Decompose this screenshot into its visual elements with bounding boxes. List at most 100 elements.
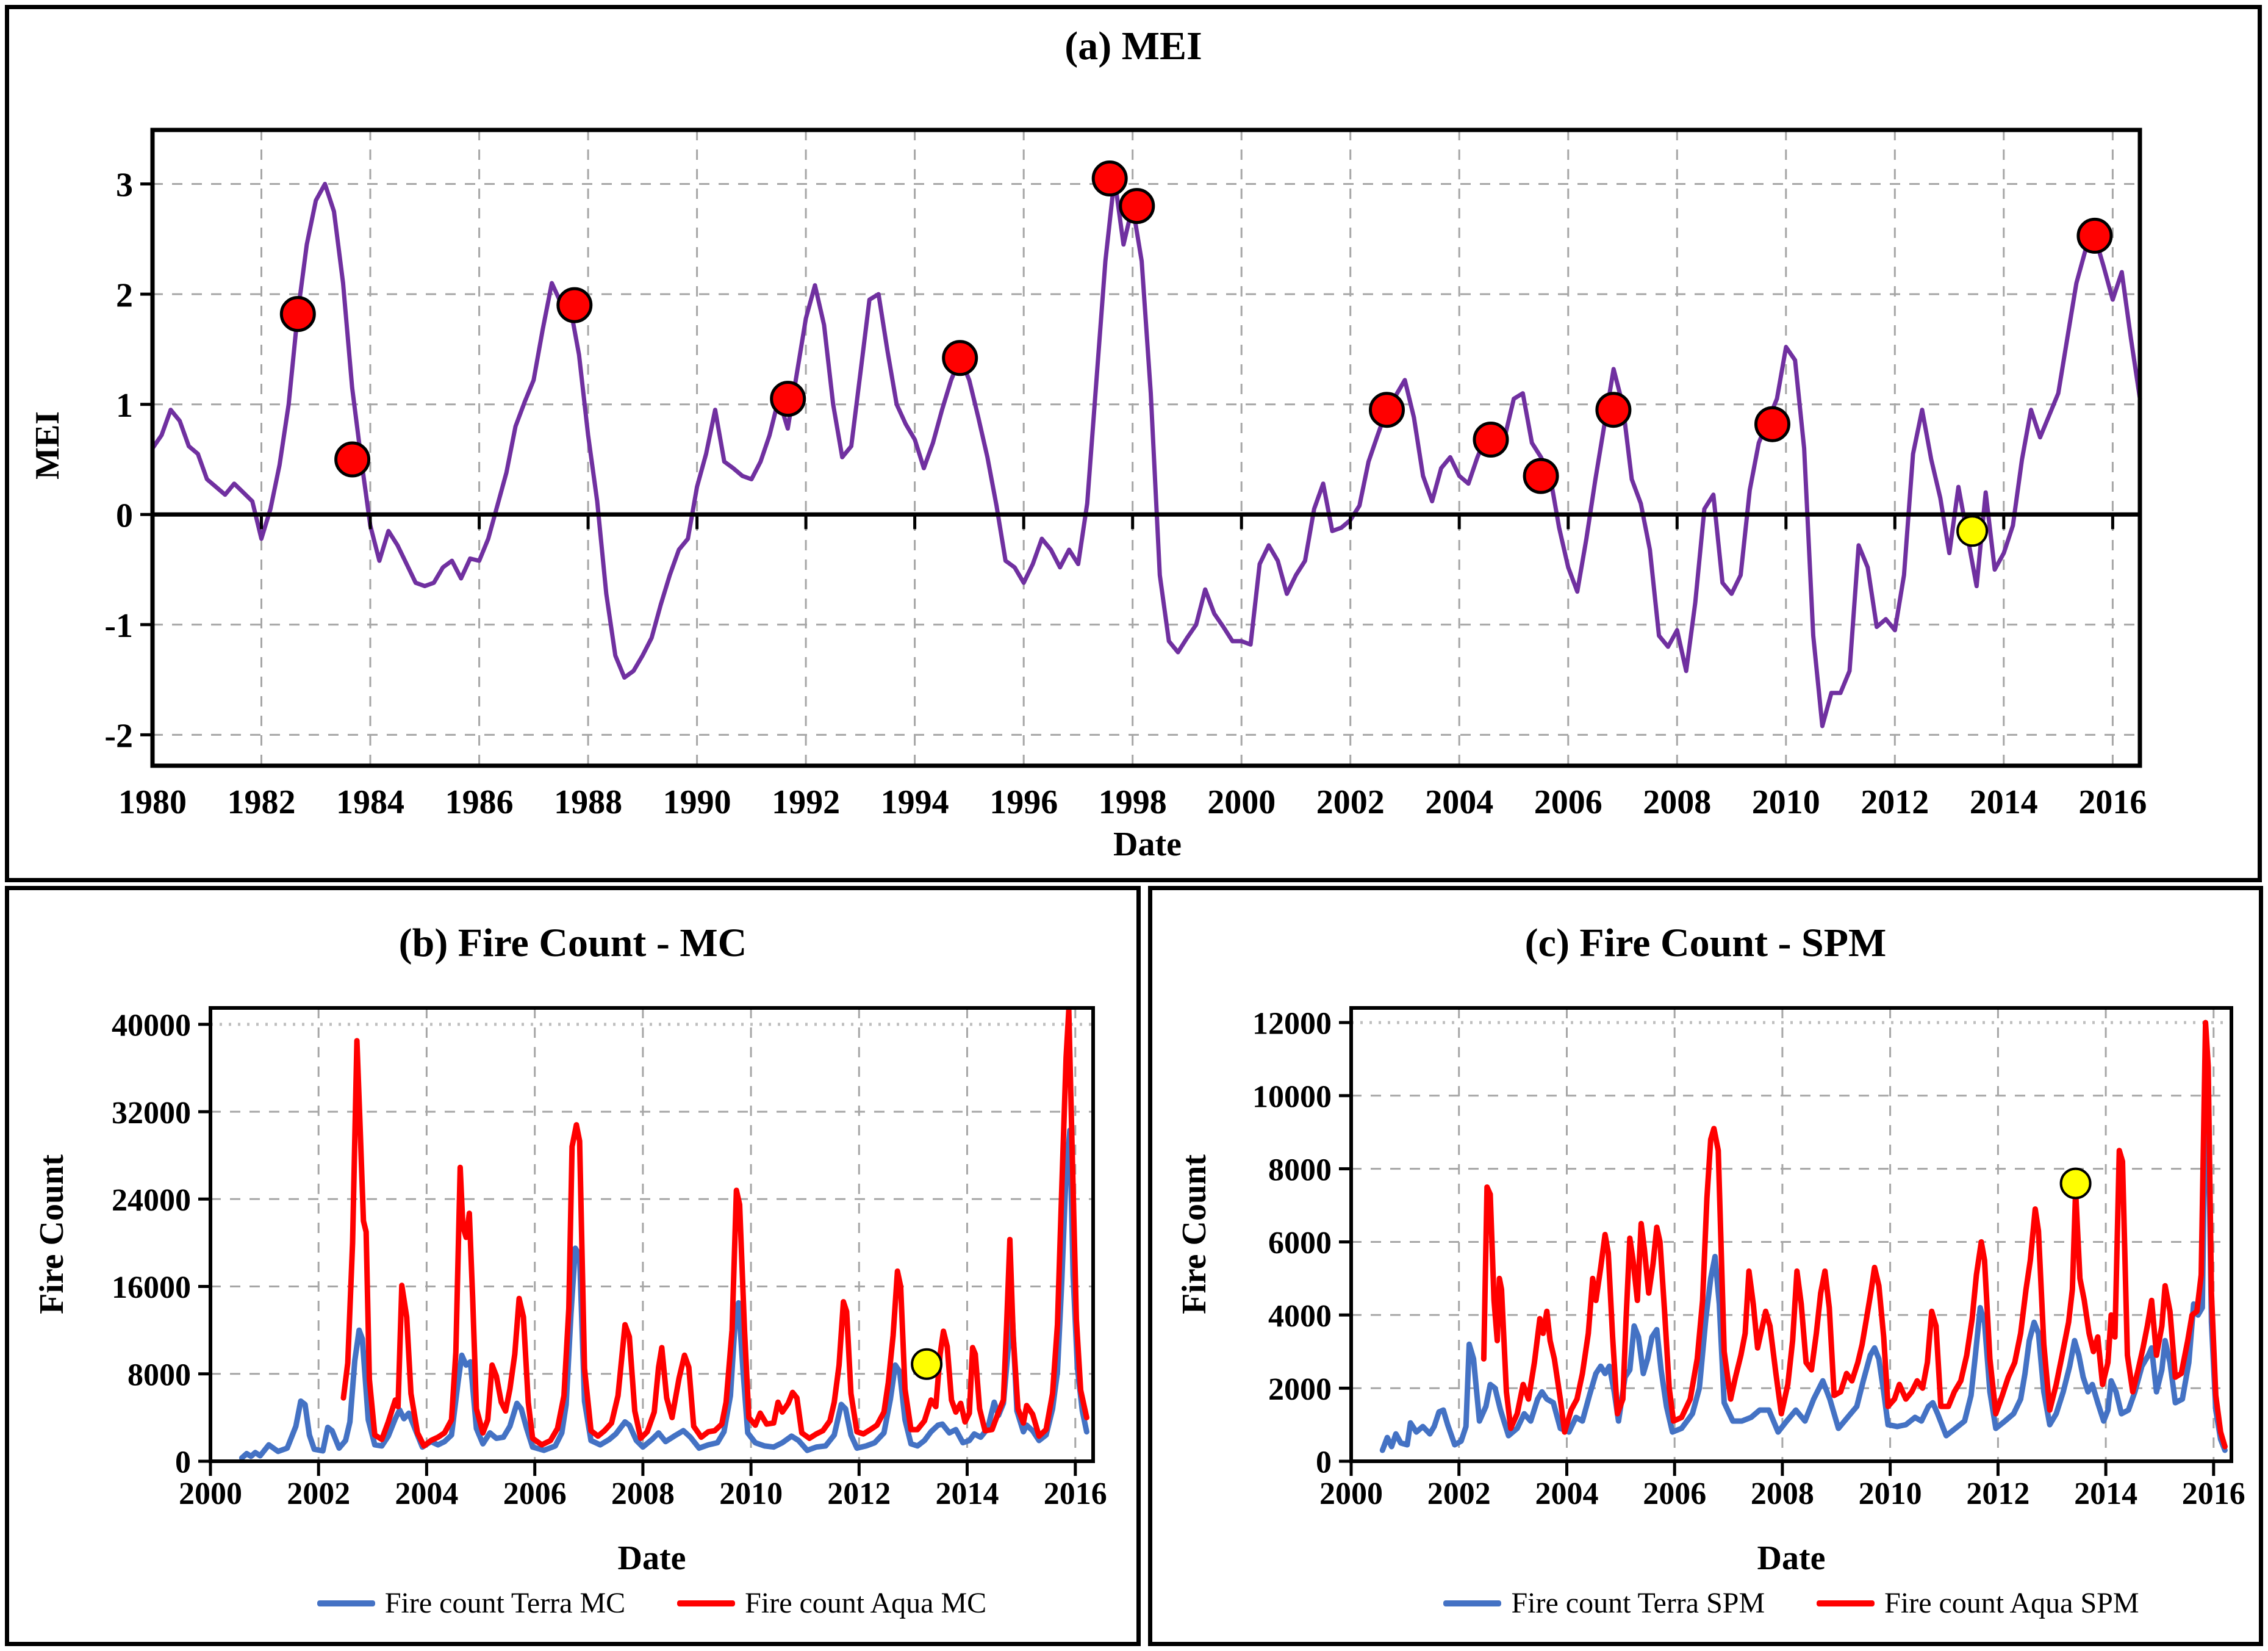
x-tick-label: 2016 [2182,1477,2245,1511]
x-tick-label: 2000 [179,1477,242,1511]
y-tick-label: -2 [104,718,133,755]
mei-x-axis-title: Date [1113,826,1182,863]
x-tick-label: 2004 [1535,1477,1599,1511]
x-tick-label: 1994 [881,783,949,821]
aqua-line-swatch [677,1600,736,1606]
y-axis-ticks [1339,1021,1351,1463]
x-tick-label: 1996 [989,783,1058,821]
x-tick-label: 2012 [1861,783,1929,821]
x-tick-label: 2006 [1643,1477,1706,1511]
x-tick-label: 2004 [395,1477,458,1511]
panel-fire-mc-border [5,886,1141,1646]
x-tick-label: 1982 [228,783,296,821]
x-tick-label: 1990 [663,783,731,821]
mei-chart: 1980 1982 1984 1986 1988 1990 1992 1994 1996 1998… [5,5,2262,882]
y-tick-label: 0 [116,497,133,534]
panel-b-title: (b) Fire Count - MC [398,921,747,965]
legend-item-aqua-mc: Fire count Aqua MC [677,1586,986,1620]
series-line-fire-count-terra-mc [239,1128,1089,1461]
y-tick-label: 16000 [112,1270,191,1305]
x-tick-label: 1984 [336,783,404,821]
x-tick-label: 2000 [1207,783,1276,821]
x-tick-label: 2010 [719,1477,783,1511]
y-tick-label: 2000 [1268,1372,1332,1407]
b-plot-svg: 2000 2002 2004 2006 2008 2010 2012 2014 2016 0 800… [112,1006,1107,1511]
x-tick-label: 1992 [772,783,840,821]
y-tick-label: 12000 [1252,1007,1332,1041]
horizontal-gridlines [153,183,2140,736]
c-plot-svg: 2000 2002 2004 2006 2008 2010 2012 2014 20160200… [1252,1006,2245,1511]
x-tick-label: 1986 [445,783,514,821]
y-tick-label: 0 [175,1445,191,1480]
legend-spm: Fire count Terra SPM Fire count Aqua SPM [1351,1586,2231,1620]
y-tick-label: 32000 [112,1096,191,1131]
vertical-gridlines [260,130,2114,766]
fire-count-spm-chart: 2000 2002 2004 2006 2008 2010 2012 2014 2016 0 200… [1148,886,2263,1646]
x-tick-label: 2006 [1534,783,1602,821]
y-tick-label: 8000 [1268,1153,1332,1187]
horizontal-gridlines [210,1023,1093,1375]
y-tick-label: 6000 [1268,1226,1332,1261]
y-tick-label: 0 [1316,1445,1332,1480]
series-line-fire-count-aqua-spm [1480,1020,2228,1450]
y-tick-label: 10000 [1252,1080,1332,1115]
x-tick-label: 2008 [1643,783,1711,821]
x-axis [1349,1461,2216,1476]
legend-item-aqua-spm: Fire count Aqua SPM [1817,1586,2139,1620]
x-tick-label: 2002 [287,1477,350,1511]
legend-item-terra-spm: Fire count Terra SPM [1443,1586,1765,1620]
y-tick-label: 1 [116,387,133,425]
y-tick-label: 24000 [112,1183,191,1218]
aqua-line-swatch [1817,1600,1875,1606]
x-tick-label: 2014 [936,1477,999,1511]
2013-event-marker [911,1348,943,1380]
x-tick-label: 1988 [554,783,622,821]
x-tick-label: 1980 [118,783,187,821]
x-tick-label: 2000 [1319,1477,1383,1511]
legend-label-aqua-mc: Fire count Aqua MC [745,1587,987,1619]
legend-label-terra-mc: Fire count Terra MC [384,1587,626,1619]
x-tick-label: 2006 [503,1477,567,1511]
fire-spm-y-axis-title: Fire Count [1175,1154,1213,1314]
legend-label-aqua-spm: Fire count Aqua SPM [1884,1587,2139,1619]
panel-mei-border [5,5,2262,882]
vertical-gridlines [317,1008,1077,1461]
x-tick-label: 2008 [1751,1477,1814,1511]
2013-event-marker [1956,515,1989,547]
y-tick-label: 3 [116,167,133,204]
panel-fire-spm-border [1148,886,2263,1646]
mei-y-axis-title: MEI [29,411,66,480]
y-axis-ticks [198,1023,210,1463]
x-tick-label: 2008 [611,1477,675,1511]
series-line-mei [150,176,2142,728]
x-tick-label: 2014 [1970,783,2038,821]
series-line-fire-count-aqua-mc [340,1007,1089,1449]
tick-labels: 2000 2002 2004 2006 2008 2010 2012 2014 2016 0 800… [112,1009,1107,1511]
plot-frame [1349,1006,2233,1463]
x-tick-label: 2014 [2074,1477,2137,1511]
y-tick-label: 40000 [112,1009,191,1043]
panel-a-title: (a) MEI [1064,24,1202,68]
y-tick-label: 8000 [127,1358,191,1393]
fire-spm-x-axis-title: Date [1757,1539,1826,1577]
legend-label-terra-spm: Fire count Terra SPM [1511,1587,1765,1619]
x-tick-label: 2016 [2078,783,2147,821]
fire-mc-y-axis-title: Fire Count [33,1154,71,1314]
fire-mc-x-axis-title: Date [617,1539,686,1577]
x-tick-label: 2016 [1044,1477,1107,1511]
y-tick-label: 4000 [1268,1299,1332,1334]
legend-item-terra-mc: Fire count Terra MC [317,1586,625,1620]
a-plot-svg: 1980 1982 1984 1986 1988 1990 1992 1994 1996 1998… [104,128,2147,821]
plot-frame [150,128,2142,768]
x-tick-label: 2002 [1427,1477,1491,1511]
tick-labels: 1980 1982 1984 1986 1988 1990 1992 1994 1996 1998… [104,167,2147,821]
x-tick-label: 2004 [1425,783,1493,821]
fire-count-mc-chart: 2000 2002 2004 2006 2008 2010 2012 2014 2016 0 800… [5,886,1141,1646]
y-tick-label: 2 [116,276,133,314]
x-tick-label: 2010 [1859,1477,1922,1511]
legend-mc: Fire count Terra MC Fire count Aqua MC [210,1586,1093,1620]
el-nino-event-markers [279,160,2113,494]
y-tick-label: -1 [104,607,133,645]
x-axis [151,512,2140,530]
